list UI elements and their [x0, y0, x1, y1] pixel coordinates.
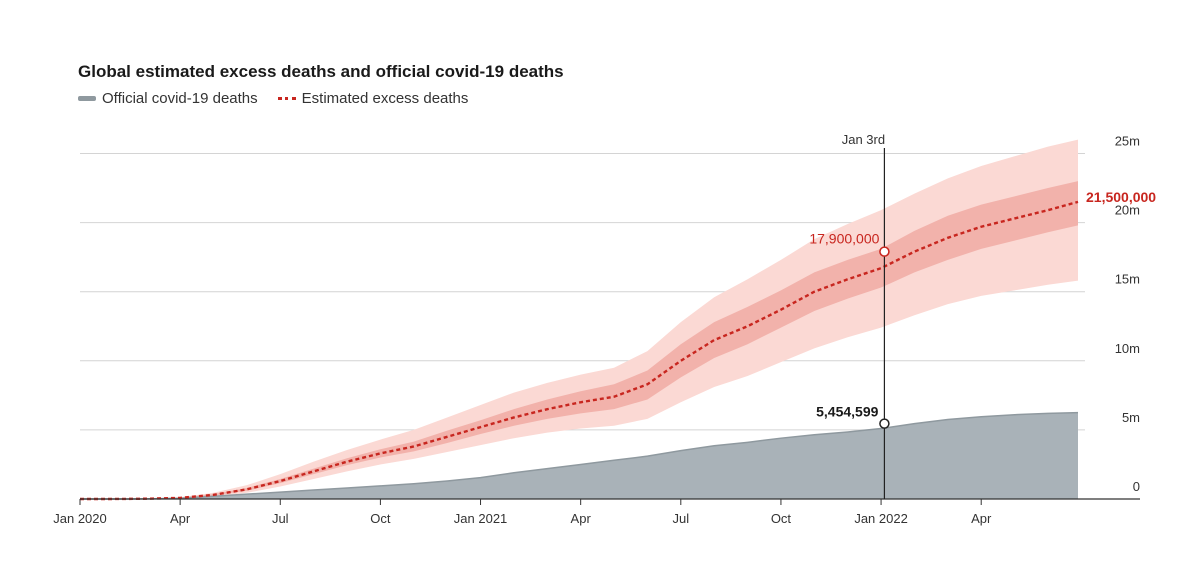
y-tick-label: 10m	[1115, 341, 1140, 356]
excess-deaths-line	[80, 200, 1079, 501]
x-tick-label: Jan 2022	[854, 511, 908, 526]
end-value-label: 21,500,000	[1086, 189, 1156, 205]
legend-swatch-excess	[277, 97, 296, 100]
excess-outer-band	[80, 139, 1078, 499]
y-tick-label: 25m	[1115, 134, 1140, 149]
excess-value-label: 17,900,000	[809, 231, 879, 247]
x-tick-label: Apr	[170, 511, 191, 526]
legend-label-excess: Estimated excess deaths	[301, 90, 469, 107]
x-tick-label: Jul	[672, 511, 689, 526]
excess-inner-band	[80, 181, 1078, 499]
legend: Official covid-19 deaths Estimated exces…	[78, 90, 488, 107]
x-tick-label: Apr	[571, 511, 592, 526]
legend-item-official: Official covid-19 deaths	[78, 90, 258, 107]
legend-swatch-official	[78, 96, 96, 101]
jan-3rd-marker-label: Jan 3rd	[842, 132, 885, 147]
y-tick-label: 0	[1133, 479, 1140, 494]
x-tick-label: Oct	[771, 511, 792, 526]
x-tick-label: Oct	[370, 511, 391, 526]
official-value-label: 5,454,599	[816, 404, 878, 420]
y-tick-label: 20m	[1115, 203, 1140, 218]
x-tick-label: Jan 2020	[53, 511, 107, 526]
x-tick-label: Apr	[971, 511, 992, 526]
excess-marker-point	[879, 246, 890, 257]
official-marker-point	[879, 418, 890, 429]
chart-title: Global estimated excess deaths and offic…	[78, 62, 564, 81]
x-tick-label: Jul	[272, 511, 289, 526]
y-tick-label: 15m	[1115, 272, 1140, 287]
y-tick-label: 5m	[1122, 410, 1140, 425]
official-deaths-line	[80, 411, 1079, 500]
legend-label-official: Official covid-19 deaths	[102, 90, 258, 107]
x-tick-label: Jan 2021	[454, 511, 508, 526]
legend-item-excess: Estimated excess deaths	[277, 90, 469, 107]
